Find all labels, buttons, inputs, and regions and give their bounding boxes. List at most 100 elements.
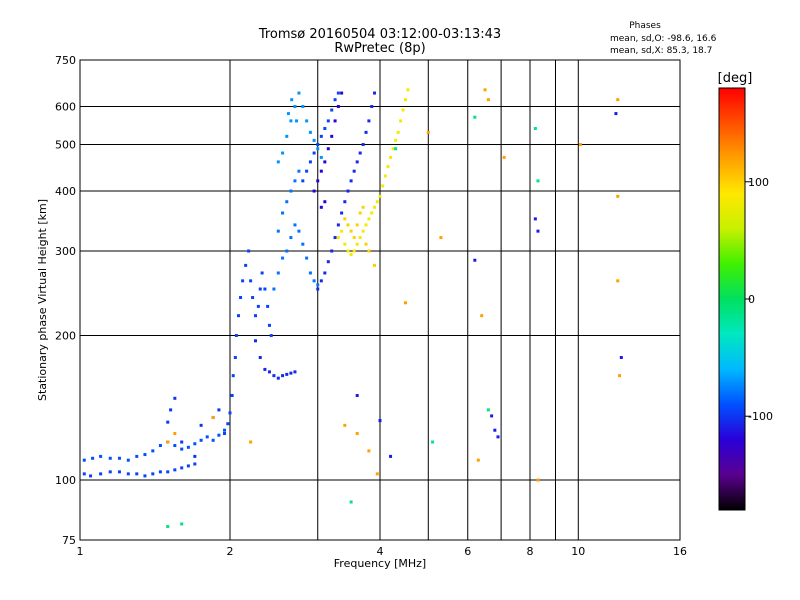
data-point: [199, 423, 203, 427]
data-point: [394, 147, 398, 151]
x-tick-label: 2: [227, 545, 234, 558]
data-point: [394, 138, 398, 142]
data-point: [426, 130, 430, 134]
data-point: [536, 478, 540, 482]
data-point: [326, 119, 330, 123]
data-point: [391, 147, 395, 151]
data-point: [236, 314, 240, 318]
data-point: [186, 445, 190, 449]
data-point: [297, 229, 301, 233]
data-point: [211, 415, 215, 419]
data-point: [231, 374, 235, 378]
data-point: [289, 189, 293, 193]
data-point: [375, 200, 379, 204]
data-point: [323, 126, 327, 130]
data-point: [289, 371, 293, 375]
y-tick-label: 300: [55, 245, 76, 258]
data-point: [285, 200, 289, 204]
data-point: [343, 200, 347, 204]
data-point: [340, 229, 344, 233]
data-point: [373, 205, 377, 209]
data-point: [330, 249, 334, 253]
data-point: [135, 472, 139, 476]
data-point: [272, 374, 276, 378]
data-point: [82, 472, 86, 476]
data-point: [316, 143, 320, 147]
data-point: [336, 105, 340, 109]
data-point: [480, 314, 484, 318]
data-point: [143, 474, 147, 478]
data-point: [401, 108, 405, 112]
data-point: [173, 432, 177, 436]
data-point: [330, 134, 334, 138]
data-point: [91, 456, 95, 460]
data-point: [276, 271, 280, 275]
data-point: [186, 464, 190, 468]
y-tick-label: 750: [55, 54, 76, 67]
data-point: [305, 169, 309, 173]
data-point: [241, 279, 245, 283]
data-point: [312, 151, 316, 155]
data-point: [316, 283, 320, 287]
data-point: [336, 91, 340, 95]
data-point: [323, 200, 327, 204]
data-point: [358, 151, 362, 155]
x-tick-label: 8: [527, 545, 534, 558]
data-point: [614, 112, 618, 116]
data-point: [135, 454, 139, 458]
data-point: [253, 314, 257, 318]
y-tick-label: 100: [55, 474, 76, 487]
data-point: [293, 105, 297, 109]
data-point: [496, 435, 500, 439]
data-point: [180, 440, 184, 444]
data-point: [364, 242, 368, 246]
data-point: [483, 88, 487, 92]
data-point: [230, 394, 234, 398]
data-point: [336, 236, 340, 240]
data-point: [286, 112, 290, 116]
data-point: [378, 194, 382, 198]
data-point: [370, 211, 374, 215]
data-point: [361, 143, 365, 147]
data-point: [239, 296, 243, 300]
data-point: [349, 229, 353, 233]
data-point: [249, 440, 253, 444]
y-tick-label: 200: [55, 330, 76, 343]
data-point: [406, 88, 410, 92]
data-point: [297, 91, 301, 95]
data-point: [319, 169, 323, 173]
data-point: [403, 98, 407, 102]
data-point: [126, 458, 130, 462]
data-point: [399, 119, 403, 123]
data-point: [226, 422, 230, 426]
data-point: [486, 98, 490, 102]
data-point: [352, 249, 356, 253]
data-point: [166, 525, 170, 529]
data-point: [166, 420, 170, 424]
data-point: [333, 98, 337, 102]
data-point: [319, 155, 323, 159]
data-point: [333, 119, 337, 123]
data-point: [618, 374, 622, 378]
phase-legend-o: mean, sd,O: -98.6, 16.6: [610, 34, 717, 44]
colorbar-ticks: 100 0 -100: [745, 176, 773, 423]
data-point: [364, 223, 368, 227]
data-point: [616, 279, 620, 283]
data-point: [263, 367, 267, 371]
data-point: [281, 151, 285, 155]
data-point: [355, 394, 359, 398]
data-point: [355, 223, 359, 227]
data-point: [340, 211, 344, 215]
data-point: [253, 339, 257, 343]
data-point: [493, 428, 497, 432]
data-point: [193, 462, 197, 466]
data-point: [403, 301, 407, 305]
data-point: [260, 271, 264, 275]
data-point: [431, 440, 435, 444]
data-point: [536, 179, 540, 183]
data-point: [99, 472, 103, 476]
data-point: [367, 449, 371, 453]
data-point: [247, 249, 251, 253]
data-point: [364, 130, 368, 134]
data-point: [301, 179, 305, 183]
